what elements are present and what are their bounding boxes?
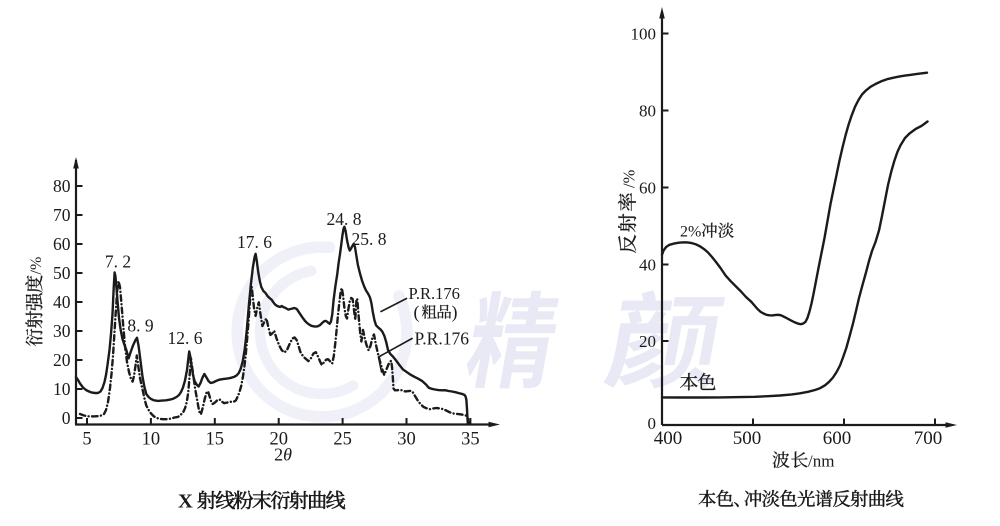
svg-text:700: 700 [914,428,943,449]
svg-text:30: 30 [53,321,71,341]
svg-text:40: 40 [639,256,656,275]
svg-text:/%: /% [620,169,639,188]
svg-text:24. 8: 24. 8 [327,209,362,229]
svg-text:12. 6: 12. 6 [168,328,203,348]
svg-text:25: 25 [333,430,352,450]
svg-text:50: 50 [53,263,71,283]
svg-text:40: 40 [53,292,71,312]
svg-text:7. 2: 7. 2 [105,252,131,272]
svg-text:X: X [178,491,193,513]
svg-text:20: 20 [53,350,71,370]
svg-text:60: 60 [639,179,656,198]
svg-text:2θ: 2θ [274,445,292,465]
svg-text:80: 80 [639,102,656,121]
svg-text:20: 20 [639,332,656,351]
svg-text:20: 20 [269,430,288,450]
svg-text:25. 8: 25. 8 [352,229,387,249]
svg-text:0: 0 [648,414,657,433]
svg-text:15: 15 [206,430,225,450]
svg-text:5: 5 [82,430,91,450]
svg-text:17. 6: 17. 6 [237,232,272,252]
svg-text:/nm: /nm [808,452,834,471]
svg-text:/%: /% [28,257,45,275]
svg-text:500: 500 [733,428,762,449]
svg-text:2%: 2% [680,224,701,241]
svg-text:600: 600 [823,428,852,449]
svg-text:400: 400 [654,428,683,449]
svg-text:P.R.176: P.R.176 [415,329,470,349]
svg-text:70: 70 [53,205,71,225]
svg-text:80: 80 [53,176,71,196]
svg-text:P.R.176: P.R.176 [409,284,460,303]
svg-text:(: ( [414,302,420,323]
svg-text:60: 60 [53,234,71,254]
svg-text:35: 35 [461,430,480,450]
svg-text:10: 10 [53,379,71,399]
svg-text:0: 0 [62,408,71,428]
svg-text:30: 30 [397,430,416,450]
svg-text:10: 10 [142,430,161,450]
svg-text:8. 9: 8. 9 [127,316,154,336]
svg-text:100: 100 [631,25,657,44]
svg-text:): ) [452,302,458,323]
